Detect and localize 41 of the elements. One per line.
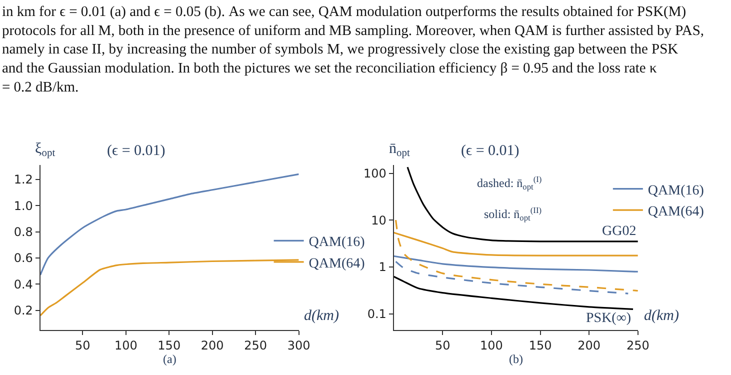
y-tick-label: 0.8 [14, 224, 33, 239]
x-tick-label: 200 [200, 338, 224, 352]
line-series [40, 173, 299, 276]
legend-label: QAM(64) [648, 204, 704, 220]
y-tick-label: 0.6 [14, 251, 33, 266]
line-series [394, 260, 629, 294]
legend-label: QAM(64) [308, 256, 366, 272]
annotation: PSK(∞) [586, 311, 632, 326]
y-axis-title: ξ$_{opt}$ [35, 141, 56, 160]
x-tick-label: 50 [75, 338, 90, 352]
chart-title: (ϵ = 0.01) [461, 143, 520, 159]
line-series [406, 166, 638, 242]
x-tick-label: 100 [114, 338, 138, 352]
x-tick-label: 300 [287, 338, 310, 352]
legend-label: QAM(16) [648, 183, 704, 198]
x-tick-label: 250 [626, 338, 650, 352]
text: (a) [163, 352, 176, 366]
text: (b) [509, 352, 523, 366]
legend-label: QAM(16) [308, 235, 366, 250]
y-tick-label: 1 [378, 260, 386, 274]
y-tick-label: 0.1 [367, 306, 386, 321]
text: in km for ϵ = 0.01 (a) and ϵ = 0.05 (b). As we can see, QAM modulation outperforms the results obtained for PSK(M) protocols for all M, both in the presence of uniform and MB sampling. Moreover, when QAM is further assisted by PAS, namely in case II, by increasing the number of symbols M, we progressively close the existing gap between the PSK and the Gaussian modulation. In both the pictures we set the reconciliation efficiency β = 0.95 and the loss rate κ = 0.2 dB/km. [2, 4, 704, 96]
line-series [394, 276, 634, 310]
y-tick-label: 100 [364, 166, 386, 180]
x-axis-title: d(km) [644, 308, 679, 324]
x-tick-label: 100 [480, 338, 503, 352]
chart-title: (ϵ = 0.01) [107, 143, 166, 159]
annotation: GG02 [602, 224, 636, 239]
line-series [394, 255, 638, 273]
x-axis-title: d(km) [304, 308, 339, 324]
y-tick-label: 10 [371, 213, 386, 228]
x-tick-label: 200 [578, 338, 601, 352]
y-axis-title: n̄$_{opt}$ [389, 141, 410, 160]
y-tick-label: 1.0 [14, 198, 33, 213]
x-tick-label: 150 [528, 338, 552, 352]
y-tick-label: 1.2 [14, 172, 33, 187]
x-tick-label: 150 [158, 338, 181, 352]
x-tick-label: 250 [244, 338, 268, 352]
y-tick-label: 0.2 [14, 304, 33, 318]
y-tick-label: 0.4 [14, 277, 33, 292]
x-tick-label: 50 [435, 338, 450, 352]
